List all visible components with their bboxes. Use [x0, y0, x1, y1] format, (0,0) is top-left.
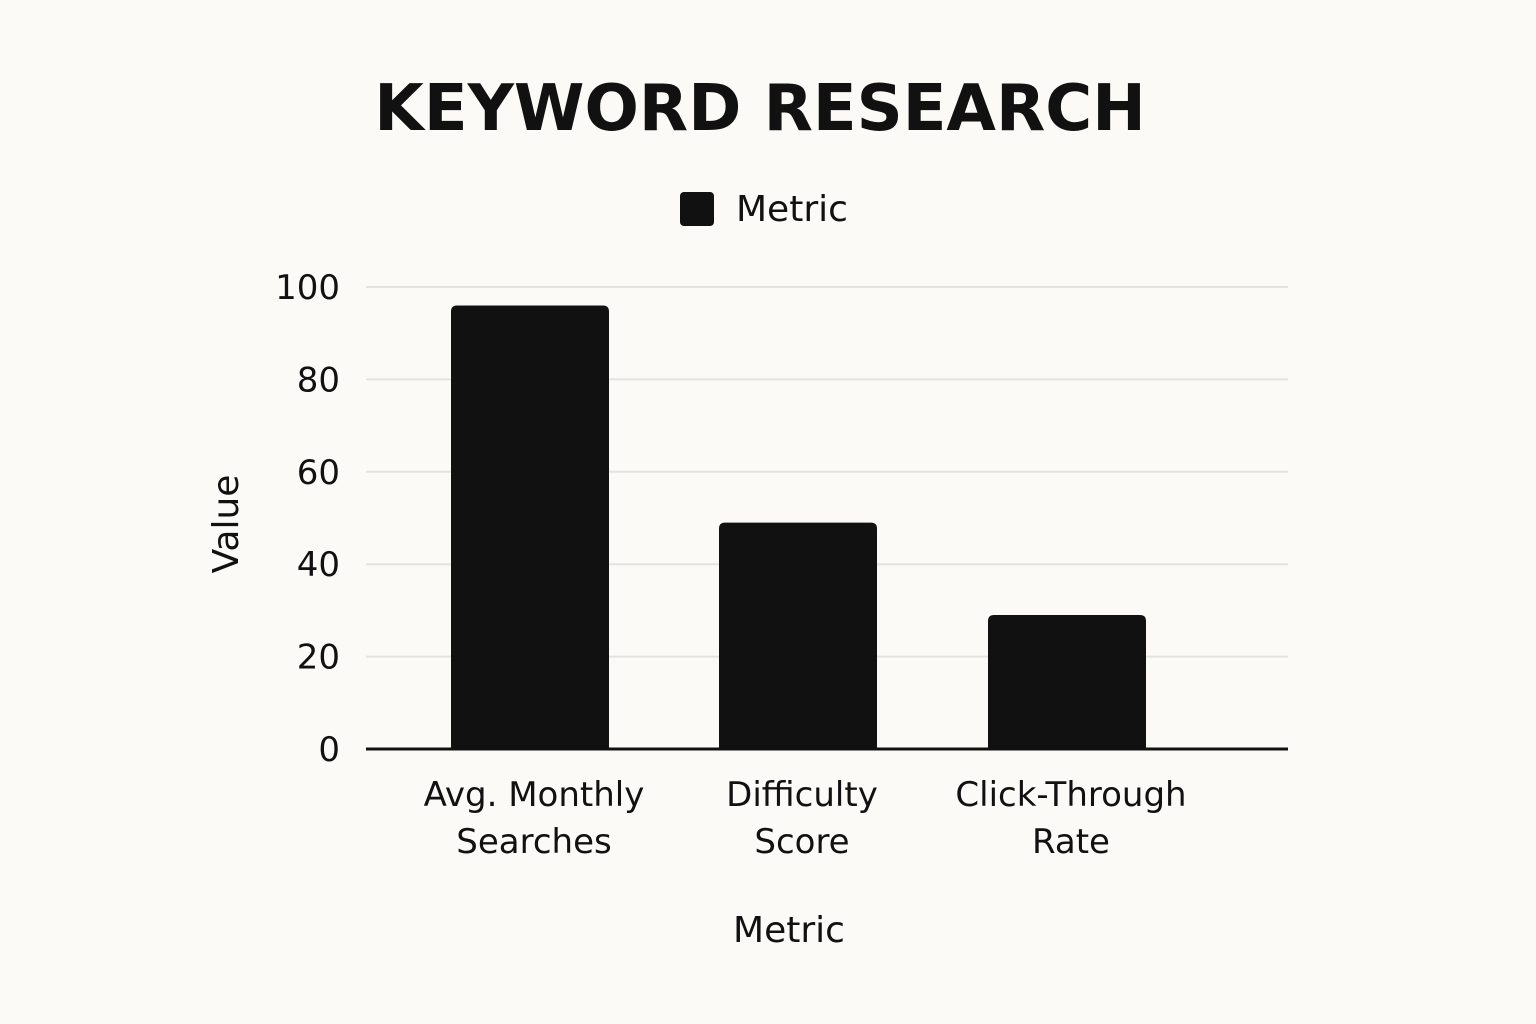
- x-category-label: Difficulty: [726, 775, 878, 815]
- y-tick-label: 40: [297, 545, 340, 585]
- legend-swatch: [680, 192, 714, 226]
- chart-title: KEYWORD RESEARCH: [374, 72, 1146, 146]
- x-category-label: Rate: [1032, 822, 1110, 862]
- y-tick-labels: 0 20 40 60 80 100: [275, 268, 340, 770]
- y-tick-label: 0: [318, 730, 340, 770]
- bar: [451, 305, 609, 749]
- y-tick-label: 60: [297, 453, 340, 493]
- bar: [719, 522, 877, 749]
- x-category-label: Avg. Monthly: [424, 775, 645, 815]
- legend-label: Metric: [736, 189, 848, 230]
- y-tick-label: 100: [275, 268, 340, 308]
- y-tick-label: 20: [297, 638, 340, 678]
- bar: [988, 615, 1146, 749]
- x-category-label: Score: [754, 822, 849, 862]
- x-category-label: Searches: [456, 822, 611, 862]
- x-category-labels: Avg. Monthly Searches Difficulty Score Click…: [424, 775, 1187, 862]
- x-category-label: Click-Through: [955, 775, 1186, 815]
- bars: [451, 305, 1146, 749]
- legend: Metric: [680, 189, 848, 230]
- y-axis-title: Value: [206, 475, 247, 574]
- y-tick-label: 80: [297, 360, 340, 400]
- x-axis-title: Metric: [733, 910, 845, 951]
